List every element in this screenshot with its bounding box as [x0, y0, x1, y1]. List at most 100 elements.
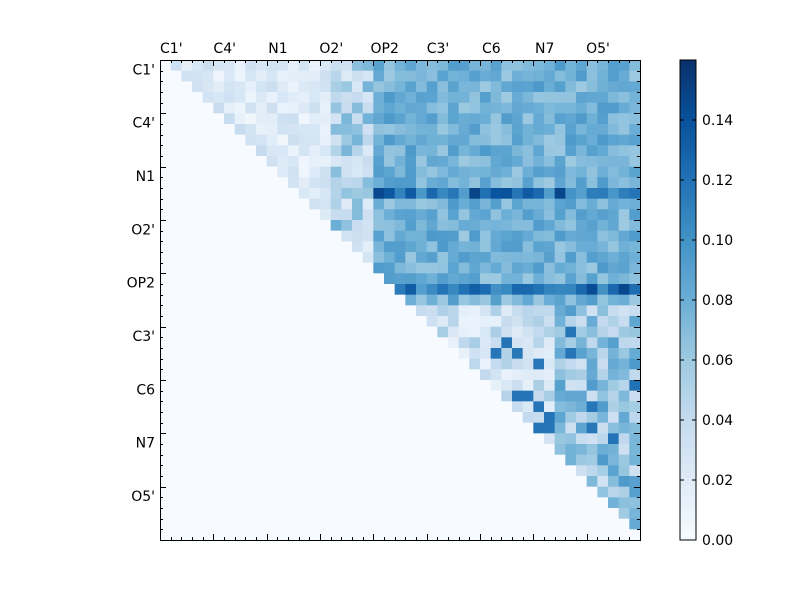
- heatmap-cell: [352, 262, 364, 274]
- heatmap-cell: [341, 305, 353, 317]
- heatmap-cell: [234, 113, 246, 125]
- heatmap-cell: [522, 102, 534, 114]
- heatmap-cell: [170, 113, 182, 125]
- heatmap-cell: [394, 124, 406, 136]
- heatmap-cell: [469, 305, 481, 317]
- heatmap-cell: [373, 454, 385, 466]
- heatmap-cell: [277, 316, 289, 328]
- heatmap-cell: [288, 134, 300, 146]
- heatmap-cell: [629, 401, 641, 413]
- heatmap-cell: [544, 284, 556, 296]
- heatmap-cell: [405, 422, 417, 434]
- heatmap-cell: [245, 358, 257, 370]
- heatmap-cell: [565, 380, 577, 392]
- heatmap-cell: [618, 241, 630, 253]
- heatmap-cell: [288, 92, 300, 104]
- heatmap-cell: [490, 273, 502, 285]
- heatmap-cell: [426, 81, 438, 93]
- heatmap-cell: [448, 294, 460, 306]
- heatmap-cell: [341, 369, 353, 381]
- heatmap-cell: [576, 326, 588, 338]
- heatmap-cell: [426, 198, 438, 210]
- heatmap-cell: [608, 444, 620, 456]
- heatmap-cell: [608, 476, 620, 488]
- heatmap-cell: [266, 337, 278, 349]
- heatmap-cell: [277, 337, 289, 349]
- heatmap-cell: [320, 188, 332, 200]
- heatmap-cell: [586, 252, 598, 264]
- left-axis-label: C3': [132, 329, 155, 345]
- heatmap-cell: [554, 486, 566, 498]
- heatmap-cell: [160, 220, 172, 232]
- heatmap-cell: [245, 198, 257, 210]
- heatmap-cell: [245, 70, 257, 82]
- heatmap-cell: [181, 305, 193, 317]
- heatmap-cell: [245, 508, 257, 520]
- heatmap-cell: [298, 486, 310, 498]
- heatmap-cell: [554, 348, 566, 360]
- heatmap-cell: [309, 486, 321, 498]
- heatmap-cell: [437, 166, 449, 178]
- heatmap-cell: [437, 508, 449, 520]
- heatmap-cell: [298, 518, 310, 530]
- heatmap-cell: [533, 348, 545, 360]
- heatmap-cell: [320, 465, 332, 477]
- heatmap-cell: [362, 454, 374, 466]
- heatmap-cell: [341, 294, 353, 306]
- heatmap-cell: [224, 134, 236, 146]
- heatmap-cell: [277, 177, 289, 189]
- heatmap-cell: [266, 81, 278, 93]
- plot-frame: [160, 60, 641, 541]
- heatmap-cell: [586, 60, 598, 72]
- heatmap-cell: [373, 177, 385, 189]
- heatmap-cell: [202, 380, 214, 392]
- heatmap-cell: [458, 422, 470, 434]
- heatmap-cell: [181, 177, 193, 189]
- heatmap-cell: [618, 230, 630, 242]
- heatmap-cell: [320, 326, 332, 338]
- heatmap-cell: [394, 273, 406, 285]
- heatmap-cell: [565, 454, 577, 466]
- heatmap-cell: [309, 497, 321, 509]
- heatmap-cell: [288, 412, 300, 424]
- heatmap-cell: [490, 401, 502, 413]
- heatmap-cell: [202, 518, 214, 530]
- heatmap-cell: [277, 102, 289, 114]
- heatmap-cell: [629, 284, 641, 296]
- heatmap-cell: [160, 380, 172, 392]
- heatmap-cell: [170, 433, 182, 445]
- heatmap-cell: [405, 230, 417, 242]
- heatmap-cell: [597, 198, 609, 210]
- heatmap-cell: [330, 476, 342, 488]
- heatmap-cell: [426, 518, 438, 530]
- heatmap-cell: [544, 241, 556, 253]
- heatmap-cell: [469, 70, 481, 82]
- heatmap-cell: [373, 369, 385, 381]
- heatmap-cell: [341, 284, 353, 296]
- heatmap-cell: [341, 465, 353, 477]
- heatmap-cell: [480, 102, 492, 114]
- heatmap-cell: [608, 156, 620, 168]
- heatmap-cell: [192, 145, 204, 157]
- heatmap-cell: [512, 476, 524, 488]
- heatmap-cell: [501, 156, 513, 168]
- heatmap-cell: [341, 230, 353, 242]
- heatmap-cell: [352, 230, 364, 242]
- heatmap-cell: [522, 454, 534, 466]
- heatmap-cell: [544, 230, 556, 242]
- heatmap-cell: [352, 60, 364, 72]
- heatmap-cell: [480, 113, 492, 125]
- heatmap-cell: [256, 380, 268, 392]
- heatmap-cell: [501, 422, 513, 434]
- heatmap-cell: [618, 284, 630, 296]
- heatmap-cell: [309, 198, 321, 210]
- heatmap-cell: [565, 241, 577, 253]
- heatmap-cell: [490, 486, 502, 498]
- heatmap-cell: [277, 305, 289, 317]
- heatmap-cell: [416, 209, 428, 221]
- heatmap-cell: [384, 305, 396, 317]
- heatmap-cell: [586, 348, 598, 360]
- heatmap-cell: [554, 518, 566, 530]
- heatmap-cell: [384, 401, 396, 413]
- heatmap-cell: [298, 305, 310, 317]
